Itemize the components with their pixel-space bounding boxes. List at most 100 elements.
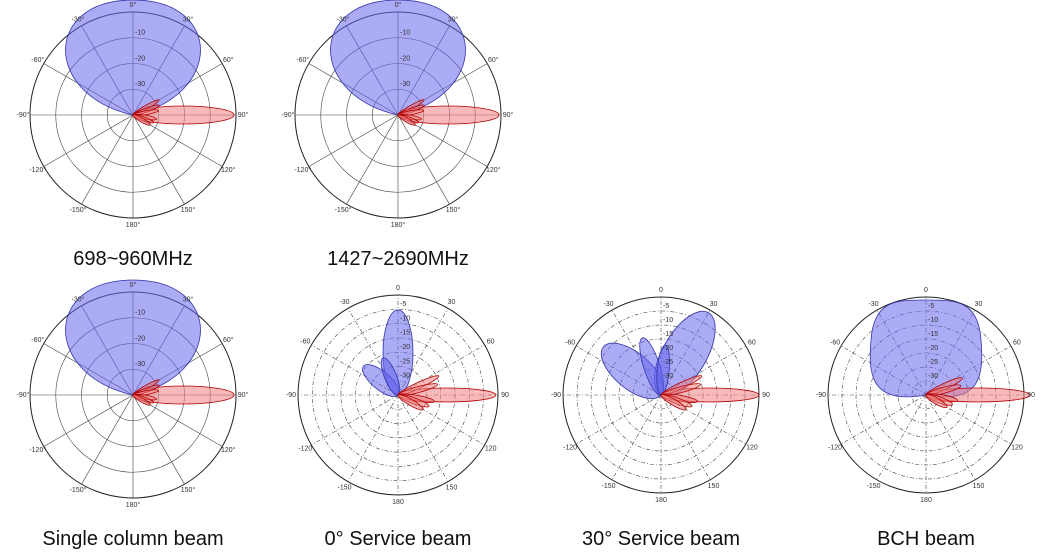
radiation-pattern bbox=[362, 309, 497, 411]
caption: 30° Service beam bbox=[582, 528, 740, 550]
lobe bbox=[132, 114, 151, 126]
spoke bbox=[347, 394, 399, 482]
radial-label: -10 bbox=[400, 315, 410, 322]
radiation-pattern bbox=[330, 0, 500, 126]
spoke bbox=[81, 394, 134, 485]
radiation-pattern bbox=[869, 299, 1031, 408]
radial-label: -20 bbox=[928, 345, 938, 352]
radial-label: -20 bbox=[135, 335, 145, 342]
angle-label: -30 bbox=[868, 301, 878, 308]
lobe bbox=[925, 394, 948, 408]
main-beam bbox=[330, 0, 466, 116]
angle-label: -90 bbox=[816, 392, 826, 399]
spoke bbox=[925, 394, 976, 481]
angle-label: 120° bbox=[221, 446, 236, 454]
spoke bbox=[660, 394, 747, 445]
angle-label: 30 bbox=[975, 301, 983, 308]
polar-plot: 0° 30° 60° 90° 120° 150° 180° -150° -120° -90° -60… bbox=[17, 0, 249, 270]
radial-label: -30 bbox=[663, 373, 673, 380]
angle-label: -60° bbox=[31, 336, 44, 344]
radial-label: -10 bbox=[135, 310, 145, 317]
radiation-pattern bbox=[600, 310, 760, 411]
main-beam bbox=[869, 299, 983, 398]
angle-label: -150° bbox=[335, 206, 352, 214]
angle-label: 90° bbox=[238, 391, 249, 399]
main-beam bbox=[65, 279, 201, 396]
angle-label: 180 bbox=[392, 499, 404, 506]
angle-label: 180° bbox=[126, 221, 141, 229]
angle-label: 60 bbox=[1013, 339, 1021, 346]
angle-label: 0° bbox=[130, 281, 137, 289]
angle-label: 90° bbox=[238, 111, 249, 119]
lobe bbox=[397, 114, 416, 126]
spoke bbox=[611, 394, 662, 481]
radial-label: -30 bbox=[135, 361, 145, 368]
angle-label: 60 bbox=[748, 339, 756, 346]
radial-label: -30 bbox=[135, 81, 145, 88]
polar-plot: 0 30 60 90 120 150 180 -150 -120 -90 -60 -30 -5 -10 -1… bbox=[551, 287, 770, 550]
angle-label: -120 bbox=[298, 445, 312, 452]
angle-label: 90 bbox=[762, 392, 770, 399]
radial-label: -5 bbox=[928, 303, 934, 310]
caption: 0° Service beam bbox=[325, 528, 472, 550]
angle-label: 30° bbox=[183, 296, 194, 304]
angle-label: 60° bbox=[223, 56, 234, 64]
angle-label: -90 bbox=[551, 392, 561, 399]
angle-label: 30 bbox=[448, 299, 456, 306]
angle-label: -60° bbox=[31, 56, 44, 64]
angle-label: 150 bbox=[973, 483, 985, 490]
radial-label: -25 bbox=[400, 358, 410, 365]
angle-label: 150 bbox=[446, 485, 458, 492]
angle-label: -150 bbox=[866, 483, 880, 490]
spoke bbox=[132, 394, 185, 485]
angle-label: -60 bbox=[300, 338, 310, 345]
radial-label: -5 bbox=[663, 303, 669, 310]
angle-label: -120° bbox=[294, 166, 311, 174]
angle-label: -30° bbox=[72, 16, 85, 24]
caption: 1427~2690MHz bbox=[327, 248, 469, 270]
spoke bbox=[840, 394, 927, 445]
angle-label: -60° bbox=[296, 56, 309, 64]
angle-label: -120 bbox=[828, 444, 842, 451]
radial-label: -15 bbox=[928, 331, 938, 338]
angle-label: 120 bbox=[485, 445, 497, 452]
angle-label: 0 bbox=[396, 285, 400, 292]
spoke bbox=[397, 394, 485, 446]
radial-label: -20 bbox=[663, 345, 673, 352]
caption: Single column beam bbox=[42, 528, 223, 550]
radial-label: -25 bbox=[928, 359, 938, 366]
spoke bbox=[132, 114, 185, 205]
angle-label: 150 bbox=[708, 483, 720, 490]
angle-label: -90° bbox=[17, 111, 30, 119]
angle-label: 0° bbox=[395, 1, 402, 9]
radial-label: -30 bbox=[400, 81, 410, 88]
angle-label: -30 bbox=[603, 301, 613, 308]
spoke bbox=[346, 114, 399, 205]
spoke bbox=[397, 308, 449, 396]
radiation-pattern bbox=[65, 0, 235, 126]
angle-label: -120° bbox=[29, 446, 46, 454]
polar-plot: 0 30 60 90 120 150 180 -150 -120 -90 -60 -30 -5 -10 -1… bbox=[286, 285, 509, 550]
radial-label: -5 bbox=[400, 301, 406, 308]
radial-label: -10 bbox=[400, 30, 410, 37]
angle-label: 60° bbox=[223, 336, 234, 344]
angle-label: -30° bbox=[72, 296, 85, 304]
radial-label: -10 bbox=[135, 30, 145, 37]
spoke bbox=[660, 394, 711, 481]
angle-label: 180 bbox=[920, 497, 932, 504]
radial-label: -10 bbox=[928, 317, 938, 324]
angle-label: 90 bbox=[501, 392, 509, 399]
angle-label: 120 bbox=[1011, 444, 1023, 451]
spoke bbox=[308, 114, 399, 167]
radial-label: -20 bbox=[400, 55, 410, 62]
angle-label: -90 bbox=[286, 392, 296, 399]
lobe bbox=[660, 394, 687, 411]
radial-label: -30 bbox=[400, 373, 410, 380]
angle-label: 150° bbox=[446, 206, 461, 214]
spoke bbox=[81, 114, 134, 205]
angle-label: -120° bbox=[29, 166, 46, 174]
spoke bbox=[43, 114, 134, 167]
spoke bbox=[660, 345, 747, 396]
angle-label: -30° bbox=[337, 16, 350, 24]
